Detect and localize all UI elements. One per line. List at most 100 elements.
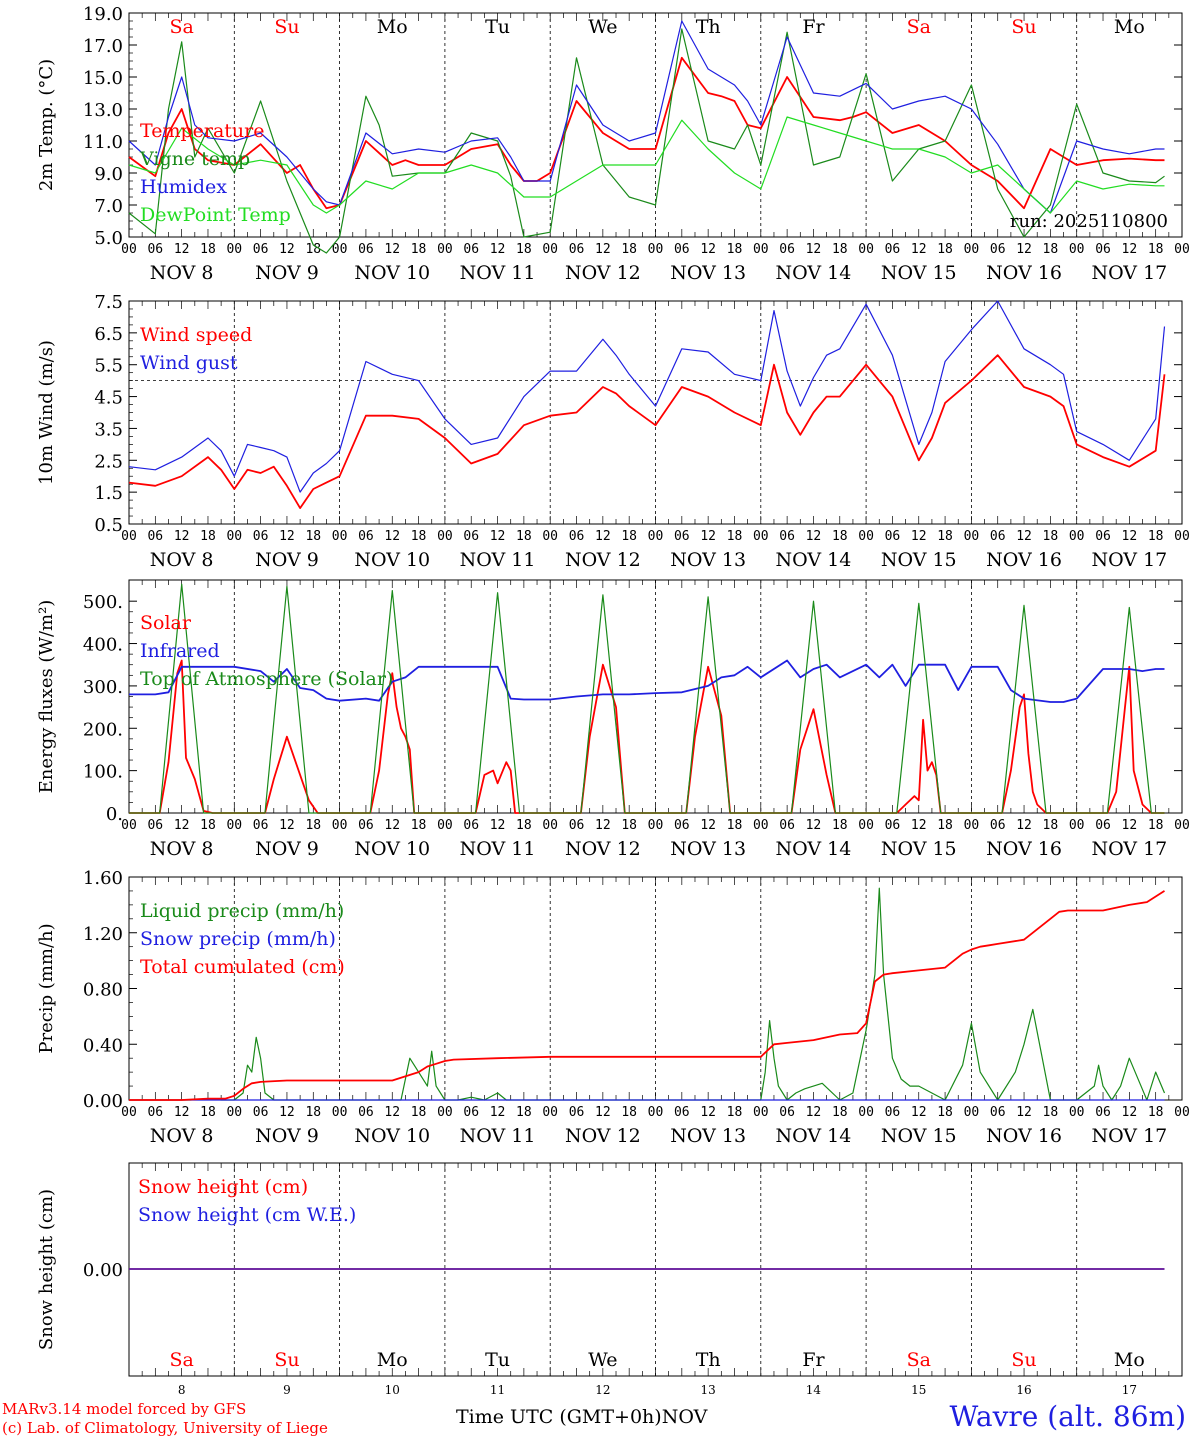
y-axis-title: 10m Wind (m/s) [36, 340, 57, 485]
y-tick-label: 9.0 [94, 164, 123, 185]
hour-tick-label: 06 [147, 818, 163, 833]
date-label: NOV 9 [255, 549, 319, 571]
date-label: NOV 9 [255, 262, 319, 284]
hour-tick-label: 18 [1148, 818, 1164, 833]
hour-tick-label: 00 [542, 529, 558, 544]
hour-tick-label: 12 [279, 529, 295, 544]
date-label: NOV 9 [255, 1125, 319, 1147]
weekday-label: Mo [1114, 1349, 1145, 1371]
legend-entry: Total cumulated (cm) [140, 956, 345, 978]
hour-tick-label: 18 [200, 818, 216, 833]
y-tick-label: 1.5 [94, 483, 123, 504]
date-label: NOV 11 [460, 838, 536, 860]
hour-tick-label: 00 [437, 1105, 453, 1120]
hour-tick-label: 00 [332, 529, 348, 544]
date-label: NOV 13 [670, 1125, 746, 1147]
hour-tick-label: 06 [1095, 818, 1111, 833]
weekday-label: Sa [907, 16, 931, 38]
x-axis-title: Time UTC (GMT+0h) [456, 1406, 662, 1428]
hour-tick-label: 00 [858, 818, 874, 833]
date-label: NOV 14 [776, 1125, 852, 1147]
hour-tick-label: 18 [1043, 242, 1059, 257]
series-line-dewpoint-temp [128, 116, 1165, 214]
date-label: NOV 11 [460, 1125, 536, 1147]
date-label: NOV 8 [150, 262, 214, 284]
weekday-label: Th [696, 16, 721, 38]
date-label: NOV 14 [776, 262, 852, 284]
hour-tick-label: 12 [911, 1105, 927, 1120]
weekday-label: Mo [1114, 16, 1145, 38]
hour-tick-label: 06 [674, 818, 690, 833]
hour-tick-label: 00 [332, 242, 348, 257]
hour-tick-label: 12 [384, 1105, 400, 1120]
y-tick-label: 500. [83, 592, 123, 613]
hour-tick-label: 18 [305, 529, 321, 544]
hour-tick-label: 18 [621, 242, 637, 257]
date-label: NOV 13 [670, 549, 746, 571]
hour-tick-label: 18 [727, 818, 743, 833]
date-label: NOV 8 [150, 549, 214, 571]
hour-tick-label: 12 [806, 818, 822, 833]
legend-entry: Snow height (cm) [138, 1176, 308, 1198]
weekday-label: Sa [169, 16, 193, 38]
date-label: NOV 11 [460, 549, 536, 571]
hour-tick-label: 18 [1148, 529, 1164, 544]
hour-tick-label: 18 [621, 1105, 637, 1120]
y-tick-label: 6.5 [94, 324, 123, 345]
y-axis-title: Precip (mm/h) [36, 923, 57, 1053]
weekday-label: Su [1011, 1349, 1036, 1371]
hour-tick-label: 18 [305, 818, 321, 833]
hour-tick-label: 06 [253, 242, 269, 257]
x-axis-label: Time UTC (GMT+0h)NOV [456, 1406, 707, 1428]
hour-tick-label: 18 [832, 242, 848, 257]
hour-tick-label: 00 [226, 242, 242, 257]
hour-tick-label: 12 [806, 529, 822, 544]
hour-tick-label: 06 [253, 818, 269, 833]
date-label: NOV 8 [150, 838, 214, 860]
date-label: NOV 17 [1091, 1125, 1167, 1147]
y-tick-label: 300. [83, 677, 123, 698]
hour-tick-label: 00 [648, 242, 664, 257]
hour-tick-label: 12 [1122, 529, 1138, 544]
hour-tick-label: 06 [779, 242, 795, 257]
hour-tick-label: 06 [569, 242, 585, 257]
y-tick-label: 11.0 [83, 132, 123, 153]
hour-tick-label: 12 [384, 242, 400, 257]
hour-tick-label: 12 [806, 1105, 822, 1120]
y-tick-label: 5.0 [94, 228, 123, 249]
hour-tick-label: 12 [1016, 529, 1032, 544]
y-tick-label: 1.20 [83, 924, 123, 945]
hour-tick-label: 00 [437, 818, 453, 833]
date-label: NOV 15 [881, 262, 957, 284]
legend-entry: Humidex [140, 176, 227, 198]
hour-tick-label: 12 [911, 818, 927, 833]
hour-tick-label: 06 [885, 242, 901, 257]
hour-tick-label: 06 [779, 529, 795, 544]
y-tick-label: 0.00 [83, 1091, 123, 1112]
hour-tick-label: 12 [174, 818, 190, 833]
hour-tick-label: 06 [990, 242, 1006, 257]
hour-tick-label: 18 [937, 818, 953, 833]
plot-frame [128, 300, 1183, 525]
hour-tick-label: 18 [305, 242, 321, 257]
y-tick-label: 2.5 [94, 451, 123, 472]
hour-tick-label: 18 [832, 529, 848, 544]
hour-tick-label: 00 [1174, 529, 1190, 544]
y-tick-label: 200. [83, 719, 123, 740]
hour-tick-label: 06 [569, 818, 585, 833]
snow-height-panel: 0.00 Snow height (cm) 8 9 10 11 12 13 14 15 16 17 Sa… [36, 1162, 1183, 1397]
legend-entry: DewPoint Temp [140, 204, 291, 226]
hour-tick-label: 12 [595, 242, 611, 257]
date-label: NOV 10 [354, 549, 430, 571]
hour-tick-label: 00 [648, 1105, 664, 1120]
hour-tick-label: 12 [700, 818, 716, 833]
wind-panel: 0.5 1.5 2.5 3.5 4.5 5.5 6.5 7.5 10m Wind (m/s) 00… [36, 292, 1190, 571]
date-label: NOV 15 [881, 838, 957, 860]
weekday-label: Fr [802, 16, 825, 38]
series-line-infrared [129, 659, 1165, 703]
hour-tick-label: 18 [1148, 1105, 1164, 1120]
hour-tick-label: 12 [279, 1105, 295, 1120]
hour-tick-label: 00 [858, 529, 874, 544]
hour-tick-label: 12 [1016, 242, 1032, 257]
y-axis-title: Energy fluxes (W/m²) [36, 600, 57, 794]
